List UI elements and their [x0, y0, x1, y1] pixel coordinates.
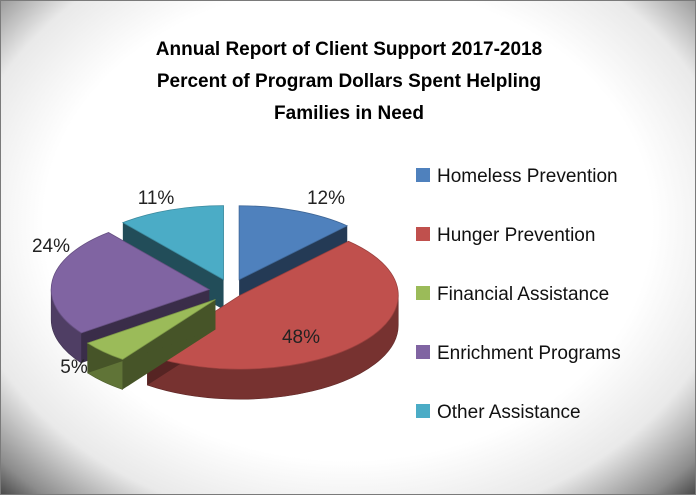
legend-swatch-other-assistance	[416, 404, 430, 418]
pie-slice-top	[121, 205, 224, 281]
chart-title-line-1: Annual Report of Client Support 2017-201…	[156, 39, 542, 60]
data-label-hunger-prevention: 48%	[282, 327, 320, 348]
legend-swatch-enrichment-programs	[416, 345, 430, 359]
pie-slice-top	[50, 232, 211, 334]
pie-slice-hunger-prevention	[146, 240, 399, 400]
legend: Homeless Prevention Hunger Prevention Fina…	[416, 166, 621, 423]
legend-swatch-financial-assistance	[416, 286, 430, 300]
data-label-other-assistance: 11%	[138, 188, 175, 209]
data-label-enrichment-programs: 24%	[32, 236, 70, 257]
legend-swatch-hunger-prevention	[416, 227, 430, 241]
pie-slice-top	[238, 205, 349, 281]
legend-label-other-assistance: Other Assistance	[437, 402, 581, 423]
legend-swatch-homeless-prevention	[416, 168, 430, 182]
legend-label-hunger-prevention: Hunger Prevention	[437, 225, 595, 246]
legend-label-homeless-prevention: Homeless Prevention	[437, 166, 618, 187]
data-label-financial-assistance: 5%	[60, 357, 88, 378]
chart-title-line-2: Percent of Program Dollars Spent Helplin…	[157, 71, 541, 92]
legend-label-financial-assistance: Financial Assistance	[437, 284, 609, 305]
pie-plot-area	[50, 205, 399, 400]
data-labels: 12% 48% 5% 24% 11%	[32, 188, 345, 378]
legend-label-enrichment-programs: Enrichment Programs	[437, 343, 621, 364]
chart-title-line-3: Families in Need	[274, 103, 424, 124]
chart-title: Annual Report of Client Support 2017-201…	[156, 39, 542, 124]
data-label-homeless-prevention: 12%	[307, 188, 345, 209]
pie-slice-top	[146, 240, 399, 370]
pie-slice-financial-assistance	[86, 299, 216, 390]
pie-slice-top	[86, 299, 216, 360]
